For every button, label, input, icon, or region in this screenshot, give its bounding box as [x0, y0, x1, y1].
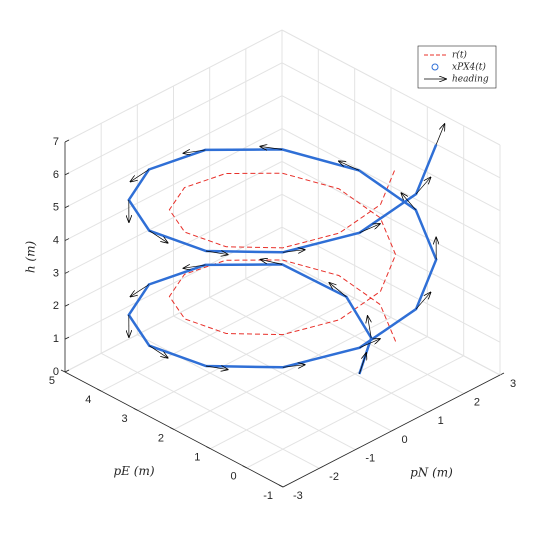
y-tick-label: 3 — [122, 413, 128, 425]
tick-mark — [65, 173, 69, 175]
x-tick-label: 2 — [474, 397, 480, 409]
y-tick-label: 4 — [85, 394, 91, 406]
x-tick-label: -3 — [293, 490, 303, 502]
heading-arrow — [436, 124, 444, 144]
x-tick-label: 0 — [402, 434, 408, 446]
y-tick-label: 1 — [194, 452, 200, 464]
x-tick-label: 3 — [510, 378, 516, 390]
tick-mark — [65, 337, 69, 339]
x-axis-label: pN (m) — [410, 466, 453, 480]
x-tick-label: 1 — [438, 415, 444, 427]
tick-mark — [65, 206, 69, 208]
legend-label: r(t) — [452, 50, 467, 61]
heading-arrow — [359, 353, 366, 374]
grid-line — [210, 337, 427, 449]
tick-mark — [65, 140, 69, 142]
y-tick-label: -1 — [263, 490, 273, 502]
tick-mark — [61, 370, 65, 372]
x-tick-label: -2 — [329, 471, 339, 483]
tick-mark — [65, 370, 69, 372]
z-tick-label: 7 — [53, 136, 59, 148]
z-axis-label: h (m) — [24, 241, 38, 274]
legend-label: xPX4(t) — [452, 62, 486, 73]
tick-mark — [65, 239, 69, 241]
tick-mark — [500, 373, 504, 375]
x-tick-label: -1 — [365, 453, 375, 465]
z-tick-label: 0 — [53, 366, 59, 378]
z-tick-label: 2 — [53, 300, 59, 312]
z-tick-label: 5 — [53, 202, 59, 214]
y-tick-label: 0 — [231, 471, 237, 483]
z-tick-label: 6 — [53, 169, 59, 181]
z-tick-label: 1 — [53, 333, 59, 345]
grid-line — [247, 356, 464, 468]
y-tick-label: 2 — [158, 432, 164, 444]
y-axis — [65, 372, 283, 487]
z-tick-label: 4 — [53, 234, 59, 246]
y-axis-label: pE (m) — [114, 464, 155, 478]
legend: r(t)xPX4(t) heading — [418, 46, 496, 88]
z-tick-label: 3 — [53, 267, 59, 279]
tick-mark — [65, 304, 69, 306]
tick-mark — [65, 271, 69, 273]
legend-label: heading — [452, 75, 489, 85]
x-axis — [283, 375, 500, 487]
